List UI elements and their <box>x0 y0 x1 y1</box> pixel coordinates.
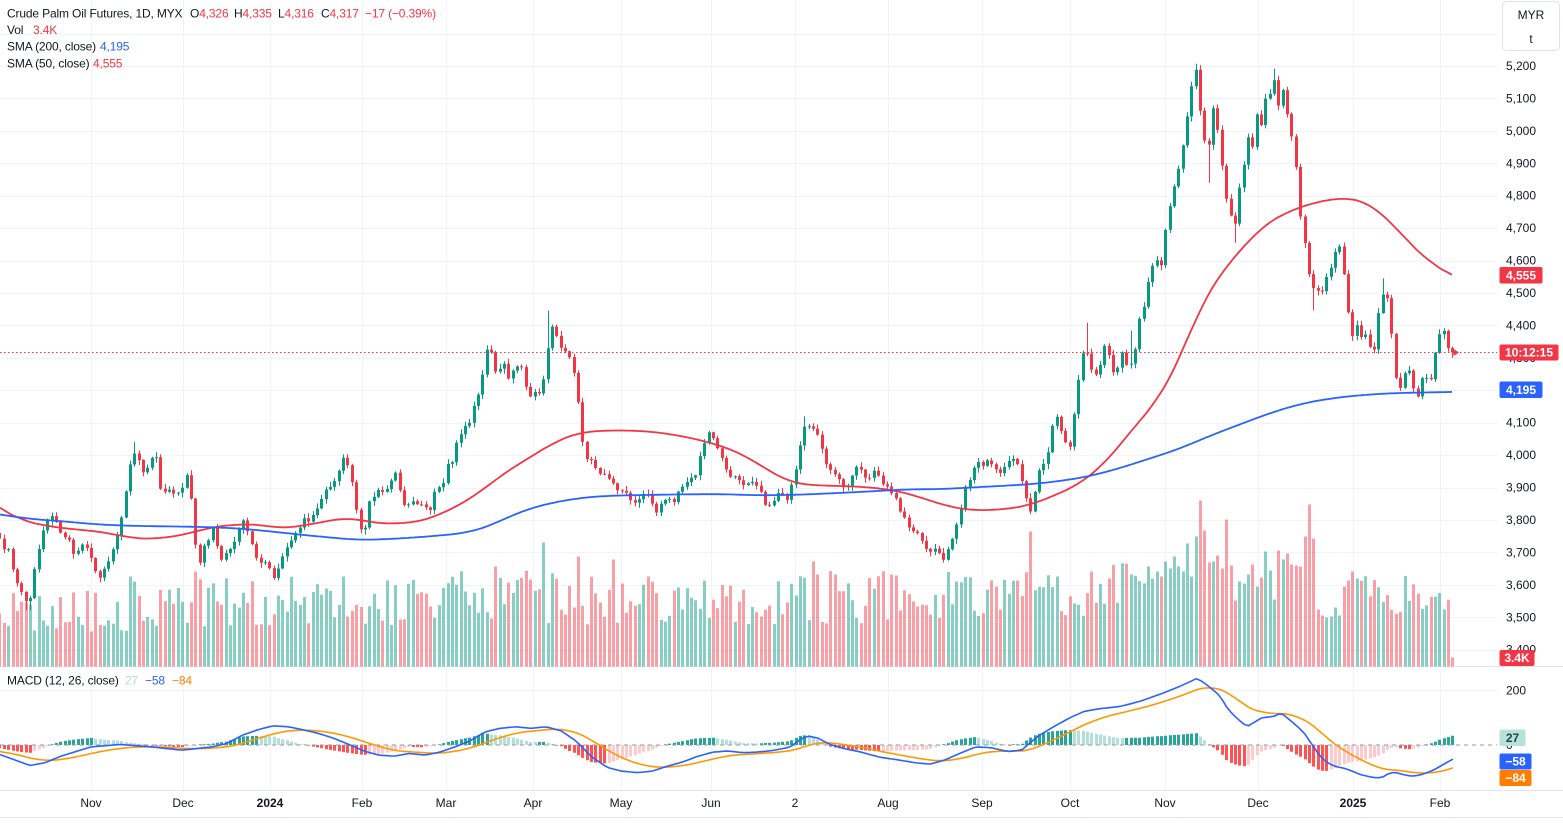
svg-text:t: t <box>1529 32 1533 46</box>
svg-text:5,200: 5,200 <box>1506 59 1536 73</box>
svg-text:Vol: Vol <box>7 23 23 37</box>
svg-text:3,900: 3,900 <box>1506 481 1536 495</box>
svg-text:10:12:15: 10:12:15 <box>1505 346 1553 360</box>
svg-text:4,195: 4,195 <box>100 40 130 54</box>
svg-text:Feb: Feb <box>352 796 373 810</box>
svg-text:Aug: Aug <box>877 796 898 810</box>
svg-text:27: 27 <box>1506 731 1520 745</box>
svg-text:2024: 2024 <box>257 796 284 810</box>
svg-text:3,600: 3,600 <box>1506 578 1536 592</box>
svg-text:C4,317: C4,317 <box>321 7 359 21</box>
svg-text:−84: −84 <box>172 674 192 688</box>
svg-text:4,555: 4,555 <box>93 57 123 71</box>
svg-text:4,700: 4,700 <box>1506 221 1536 235</box>
svg-text:−58: −58 <box>145 674 165 688</box>
svg-text:Nov: Nov <box>1154 796 1175 810</box>
svg-text:3,500: 3,500 <box>1506 610 1536 624</box>
svg-text:−84: −84 <box>1505 771 1526 785</box>
svg-text:MYR: MYR <box>1518 8 1545 22</box>
svg-text:4,600: 4,600 <box>1506 254 1536 268</box>
svg-text:Crude Palm Oil Futures, 1D, MY: Crude Palm Oil Futures, 1D, MYX <box>7 7 183 21</box>
svg-text:4,800: 4,800 <box>1506 189 1536 203</box>
svg-text:−58: −58 <box>1505 755 1526 769</box>
svg-text:H4,335: H4,335 <box>234 7 272 21</box>
svg-text:L4,316: L4,316 <box>278 7 314 21</box>
svg-text:SMA (50, close): SMA (50, close) <box>7 57 90 71</box>
svg-text:27: 27 <box>125 674 139 688</box>
svg-text:4,195: 4,195 <box>1506 383 1536 397</box>
svg-text:3.4K: 3.4K <box>1504 651 1530 665</box>
svg-text:5,000: 5,000 <box>1506 124 1536 138</box>
svg-text:Feb: Feb <box>1430 796 1451 810</box>
svg-text:Apr: Apr <box>524 796 543 810</box>
svg-text:5,100: 5,100 <box>1506 91 1536 105</box>
svg-text:Sep: Sep <box>971 796 993 810</box>
svg-text:3,700: 3,700 <box>1506 545 1536 559</box>
svg-text:2025: 2025 <box>1340 796 1367 810</box>
svg-text:May: May <box>610 796 633 810</box>
svg-text:4,555: 4,555 <box>1506 268 1536 282</box>
svg-text:4,900: 4,900 <box>1506 156 1536 170</box>
svg-text:Oct: Oct <box>1061 796 1080 810</box>
svg-text:4,500: 4,500 <box>1506 286 1536 300</box>
svg-text:Dec: Dec <box>172 796 193 810</box>
svg-text:3,800: 3,800 <box>1506 513 1536 527</box>
svg-text:200: 200 <box>1506 683 1526 697</box>
svg-text:Nov: Nov <box>80 796 101 810</box>
svg-text:Jun: Jun <box>701 796 720 810</box>
svg-text:4,400: 4,400 <box>1506 318 1536 332</box>
svg-text:MACD (12, 26, close): MACD (12, 26, close) <box>7 674 119 688</box>
svg-text:2: 2 <box>792 796 799 810</box>
svg-text:Mar: Mar <box>436 796 457 810</box>
svg-text:Dec: Dec <box>1247 796 1268 810</box>
svg-text:SMA (200, close): SMA (200, close) <box>7 40 96 54</box>
svg-text:3.4K: 3.4K <box>33 23 57 37</box>
svg-text:O4,326: O4,326 <box>190 7 229 21</box>
svg-text:4,000: 4,000 <box>1506 448 1536 462</box>
svg-text:4,100: 4,100 <box>1506 416 1536 430</box>
svg-text:−17 (−0.39%): −17 (−0.39%) <box>365 7 436 21</box>
